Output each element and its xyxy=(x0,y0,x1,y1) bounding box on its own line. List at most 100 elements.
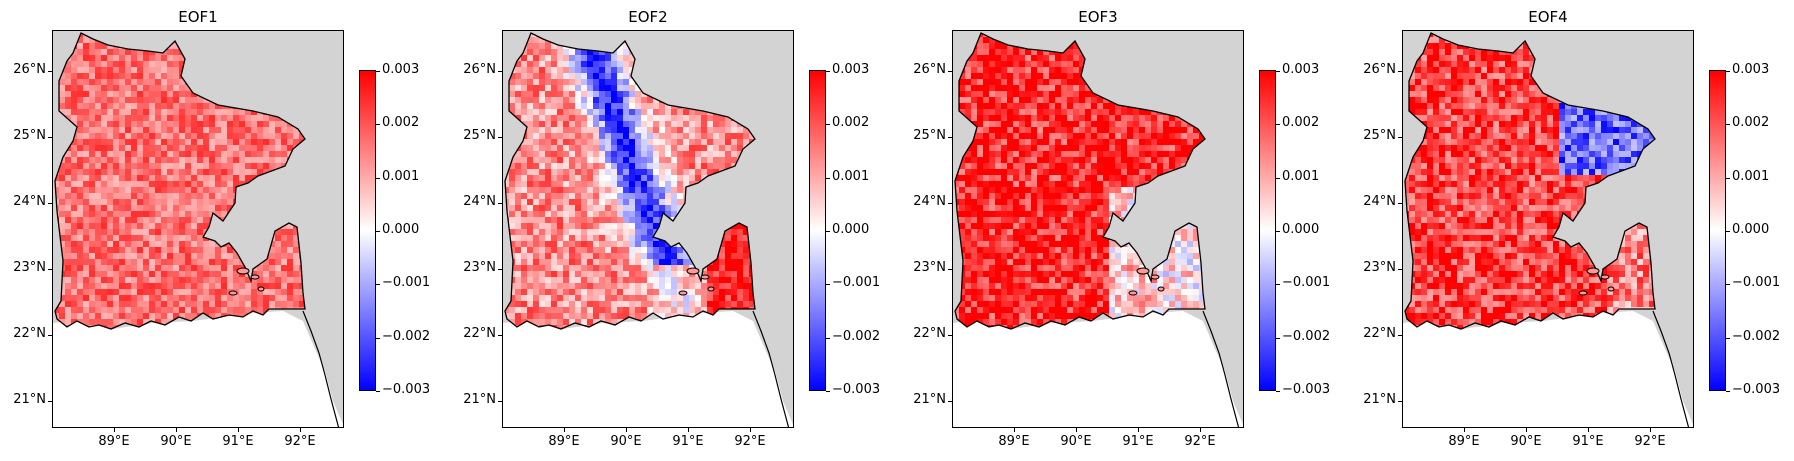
longitude-tick-mark xyxy=(1014,428,1015,432)
panel-title: EOF4 xyxy=(1528,8,1568,26)
colorbar xyxy=(1259,70,1276,391)
coastline xyxy=(752,310,790,427)
coastline xyxy=(302,310,340,427)
latitude-tick-label: 25°N xyxy=(463,128,496,143)
colorbar-tick-mark xyxy=(1726,124,1730,125)
colorbar-tick-mark xyxy=(376,231,380,232)
bay-of-bengal xyxy=(1403,311,1693,427)
colorbar-tick-mark xyxy=(1276,284,1280,285)
latitude-tick-label: 26°N xyxy=(1363,62,1396,77)
longitude-tick-label: 91°E xyxy=(222,434,254,449)
island xyxy=(1136,267,1150,275)
latitude-tick-mark xyxy=(498,137,502,138)
latitude-tick-label: 23°N xyxy=(913,260,946,275)
latitude-tick-label: 22°N xyxy=(13,326,46,341)
longitude-tick-mark xyxy=(1588,428,1589,432)
colorbar-tick-label: −0.003 xyxy=(832,382,881,397)
latitude-tick-label: 25°N xyxy=(913,128,946,143)
island xyxy=(700,274,710,280)
eof-panel-1: EOF1 26°N 25°N 24°N 23°N 22°N 21°N 89°E 90°E 91°E… xyxy=(0,0,448,461)
island xyxy=(1578,290,1588,296)
colorbar-tick-mark xyxy=(826,391,830,392)
colorbar-tick-mark xyxy=(1726,284,1730,285)
colorbar-tick-mark xyxy=(376,124,380,125)
latitude-tick-label: 24°N xyxy=(13,194,46,209)
colorbar-tick-label: −0.003 xyxy=(382,382,431,397)
colorbar-tick-label: 0.002 xyxy=(382,115,420,130)
colorbar-tick-label: −0.003 xyxy=(1732,382,1781,397)
island xyxy=(236,267,250,275)
latitude-tick-label: 21°N xyxy=(463,392,496,407)
longitude-tick-label: 90°E xyxy=(160,434,192,449)
island xyxy=(1157,286,1165,292)
island xyxy=(686,267,700,275)
island xyxy=(228,290,238,296)
eof-panel-3: EOF3 26°N 25°N 24°N 23°N 22°N 21°N 89°E 90°E 91°E… xyxy=(900,0,1348,461)
longitude-tick-label: 89°E xyxy=(998,434,1030,449)
colorbar-tick-label: 0.003 xyxy=(1732,62,1770,77)
island xyxy=(257,286,265,292)
island xyxy=(250,274,260,280)
latitude-tick-label: 22°N xyxy=(1363,326,1396,341)
latitude-tick-mark xyxy=(48,401,52,402)
colorbar-tick-label: 0.001 xyxy=(1732,169,1770,184)
latitude-tick-mark xyxy=(1398,71,1402,72)
latitude-tick-mark xyxy=(48,203,52,204)
latitude-tick-mark xyxy=(498,269,502,270)
latitude-tick-label: 26°N xyxy=(13,62,46,77)
longitude-tick-mark xyxy=(688,428,689,432)
latitude-tick-mark xyxy=(948,137,952,138)
colorbar-tick-label: 0.003 xyxy=(832,62,870,77)
map-svg xyxy=(953,32,1243,427)
longitude-tick-mark xyxy=(1464,428,1465,432)
latitude-tick-label: 21°N xyxy=(13,392,46,407)
latitude-tick-mark xyxy=(948,335,952,336)
colorbar-tick-label: 0.000 xyxy=(1732,222,1770,237)
colorbar-tick-label: 0.001 xyxy=(382,169,420,184)
coastline xyxy=(1404,32,1656,330)
latitude-tick-mark xyxy=(498,335,502,336)
colorbar-tick-label: 0.003 xyxy=(382,62,420,77)
latitude-tick-label: 23°N xyxy=(1363,260,1396,275)
colorbar-tick-mark xyxy=(376,284,380,285)
colorbar-tick-label: −0.002 xyxy=(1282,329,1331,344)
map-frame xyxy=(1402,30,1694,428)
colorbar-tick-label: 0.000 xyxy=(1282,222,1320,237)
colorbar-tick-label: 0.000 xyxy=(832,222,870,237)
panel-title: EOF1 xyxy=(178,8,218,26)
eof-field xyxy=(505,33,755,329)
latitude-tick-mark xyxy=(498,401,502,402)
latitude-tick-mark xyxy=(1398,335,1402,336)
island xyxy=(707,286,715,292)
latitude-tick-mark xyxy=(48,269,52,270)
colorbar-tick-mark xyxy=(1276,338,1280,339)
island xyxy=(1128,290,1138,296)
longitude-tick-mark xyxy=(1650,428,1651,432)
longitude-tick-label: 90°E xyxy=(1510,434,1542,449)
latitude-tick-mark xyxy=(1398,401,1402,402)
eof-panel-4: EOF4 26°N 25°N 24°N 23°N 22°N 21°N 89°E 90°E 91°E… xyxy=(1350,0,1794,461)
latitude-tick-label: 26°N xyxy=(463,62,496,77)
longitude-tick-mark xyxy=(564,428,565,432)
latitude-tick-label: 24°N xyxy=(913,194,946,209)
latitude-tick-label: 23°N xyxy=(13,260,46,275)
colorbar xyxy=(809,70,826,391)
coastline xyxy=(954,32,1206,330)
map-svg xyxy=(503,32,793,427)
bay-of-bengal xyxy=(953,311,1243,427)
longitude-tick-mark xyxy=(1076,428,1077,432)
longitude-tick-mark xyxy=(176,428,177,432)
colorbar-tick-label: 0.002 xyxy=(1732,115,1770,130)
island xyxy=(1150,274,1160,280)
longitude-tick-label: 90°E xyxy=(610,434,642,449)
colorbar xyxy=(1709,70,1726,391)
longitude-tick-mark xyxy=(1526,428,1527,432)
panel-title: EOF2 xyxy=(628,8,668,26)
eof-field xyxy=(955,33,1205,329)
longitude-tick-mark xyxy=(300,428,301,432)
colorbar-tick-mark xyxy=(1276,231,1280,232)
colorbar-tick-mark xyxy=(1276,124,1280,125)
colorbar-tick-mark xyxy=(826,124,830,125)
latitude-tick-label: 25°N xyxy=(13,128,46,143)
